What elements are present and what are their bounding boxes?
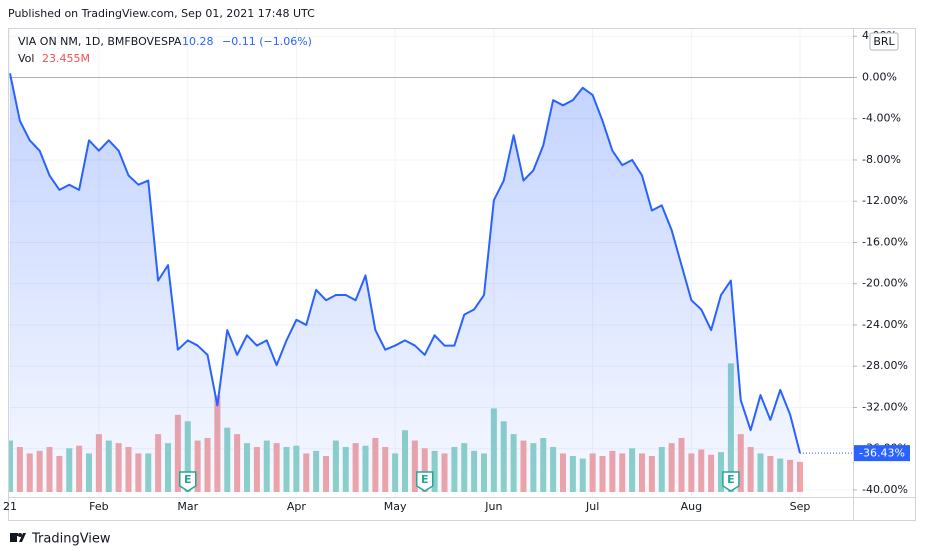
- x-tick-label: May: [384, 500, 407, 513]
- y-tick-label: -32.00%: [862, 400, 908, 413]
- volume-value: 23.455M: [42, 52, 90, 65]
- logo: [10, 533, 26, 542]
- x-tick-label: Jul: [585, 500, 599, 513]
- x-tick-label: Jun: [484, 500, 502, 513]
- y-tick-label: -16.00%: [862, 235, 908, 248]
- x-tick-label: 21: [3, 500, 17, 513]
- symbol: VIA ON NM, 1D, BMFBOVESPA: [18, 35, 182, 48]
- x-tick-label: Apr: [287, 500, 307, 513]
- currency-box[interactable]: [869, 32, 899, 51]
- currency[interactable]: BRL: [873, 35, 895, 48]
- y-tick-label: -20.00%: [862, 277, 908, 290]
- y-tick-label: -8.00%: [862, 153, 901, 166]
- last-price-box: [854, 445, 910, 462]
- event-label: E: [421, 473, 429, 486]
- y-tick-label: 0.00%: [862, 70, 897, 83]
- x-tick-label: Feb: [89, 500, 108, 513]
- last-price-label: -36.43%: [859, 447, 905, 460]
- axes: 4.00%0.00%-4.00%-8.00%-12.00%-16.00%-20.…: [3, 29, 910, 513]
- x-tick-label: Sep: [790, 500, 811, 513]
- price-change: −0.11 (−1.06%): [222, 35, 312, 48]
- y-tick-label: -28.00%: [862, 359, 908, 372]
- chart-frame: [8, 28, 916, 521]
- last-price: 10.28: [182, 35, 214, 48]
- price-line: [9, 73, 801, 454]
- published-note: Published on TradingView.com, Sep 01, 20…: [8, 7, 315, 20]
- x-tick-label: Aug: [681, 500, 702, 513]
- event-label: E: [184, 473, 192, 486]
- y-tick-label: -4.00%: [862, 112, 901, 125]
- x-tick-label: Mar: [177, 500, 198, 513]
- volume-legend: Vol: [18, 52, 34, 65]
- y-tick-label: -12.00%: [862, 194, 908, 207]
- y-tick-label: -40.00%: [862, 483, 908, 496]
- brand: TradingView: [31, 532, 111, 547]
- event-marker: [416, 471, 434, 492]
- event-marker: [179, 471, 197, 492]
- y-tick-label: -24.00%: [862, 318, 908, 331]
- price-layer: [9, 73, 853, 492]
- event-label: E: [727, 473, 735, 486]
- event-marker: [722, 471, 740, 492]
- price-area: [10, 73, 800, 492]
